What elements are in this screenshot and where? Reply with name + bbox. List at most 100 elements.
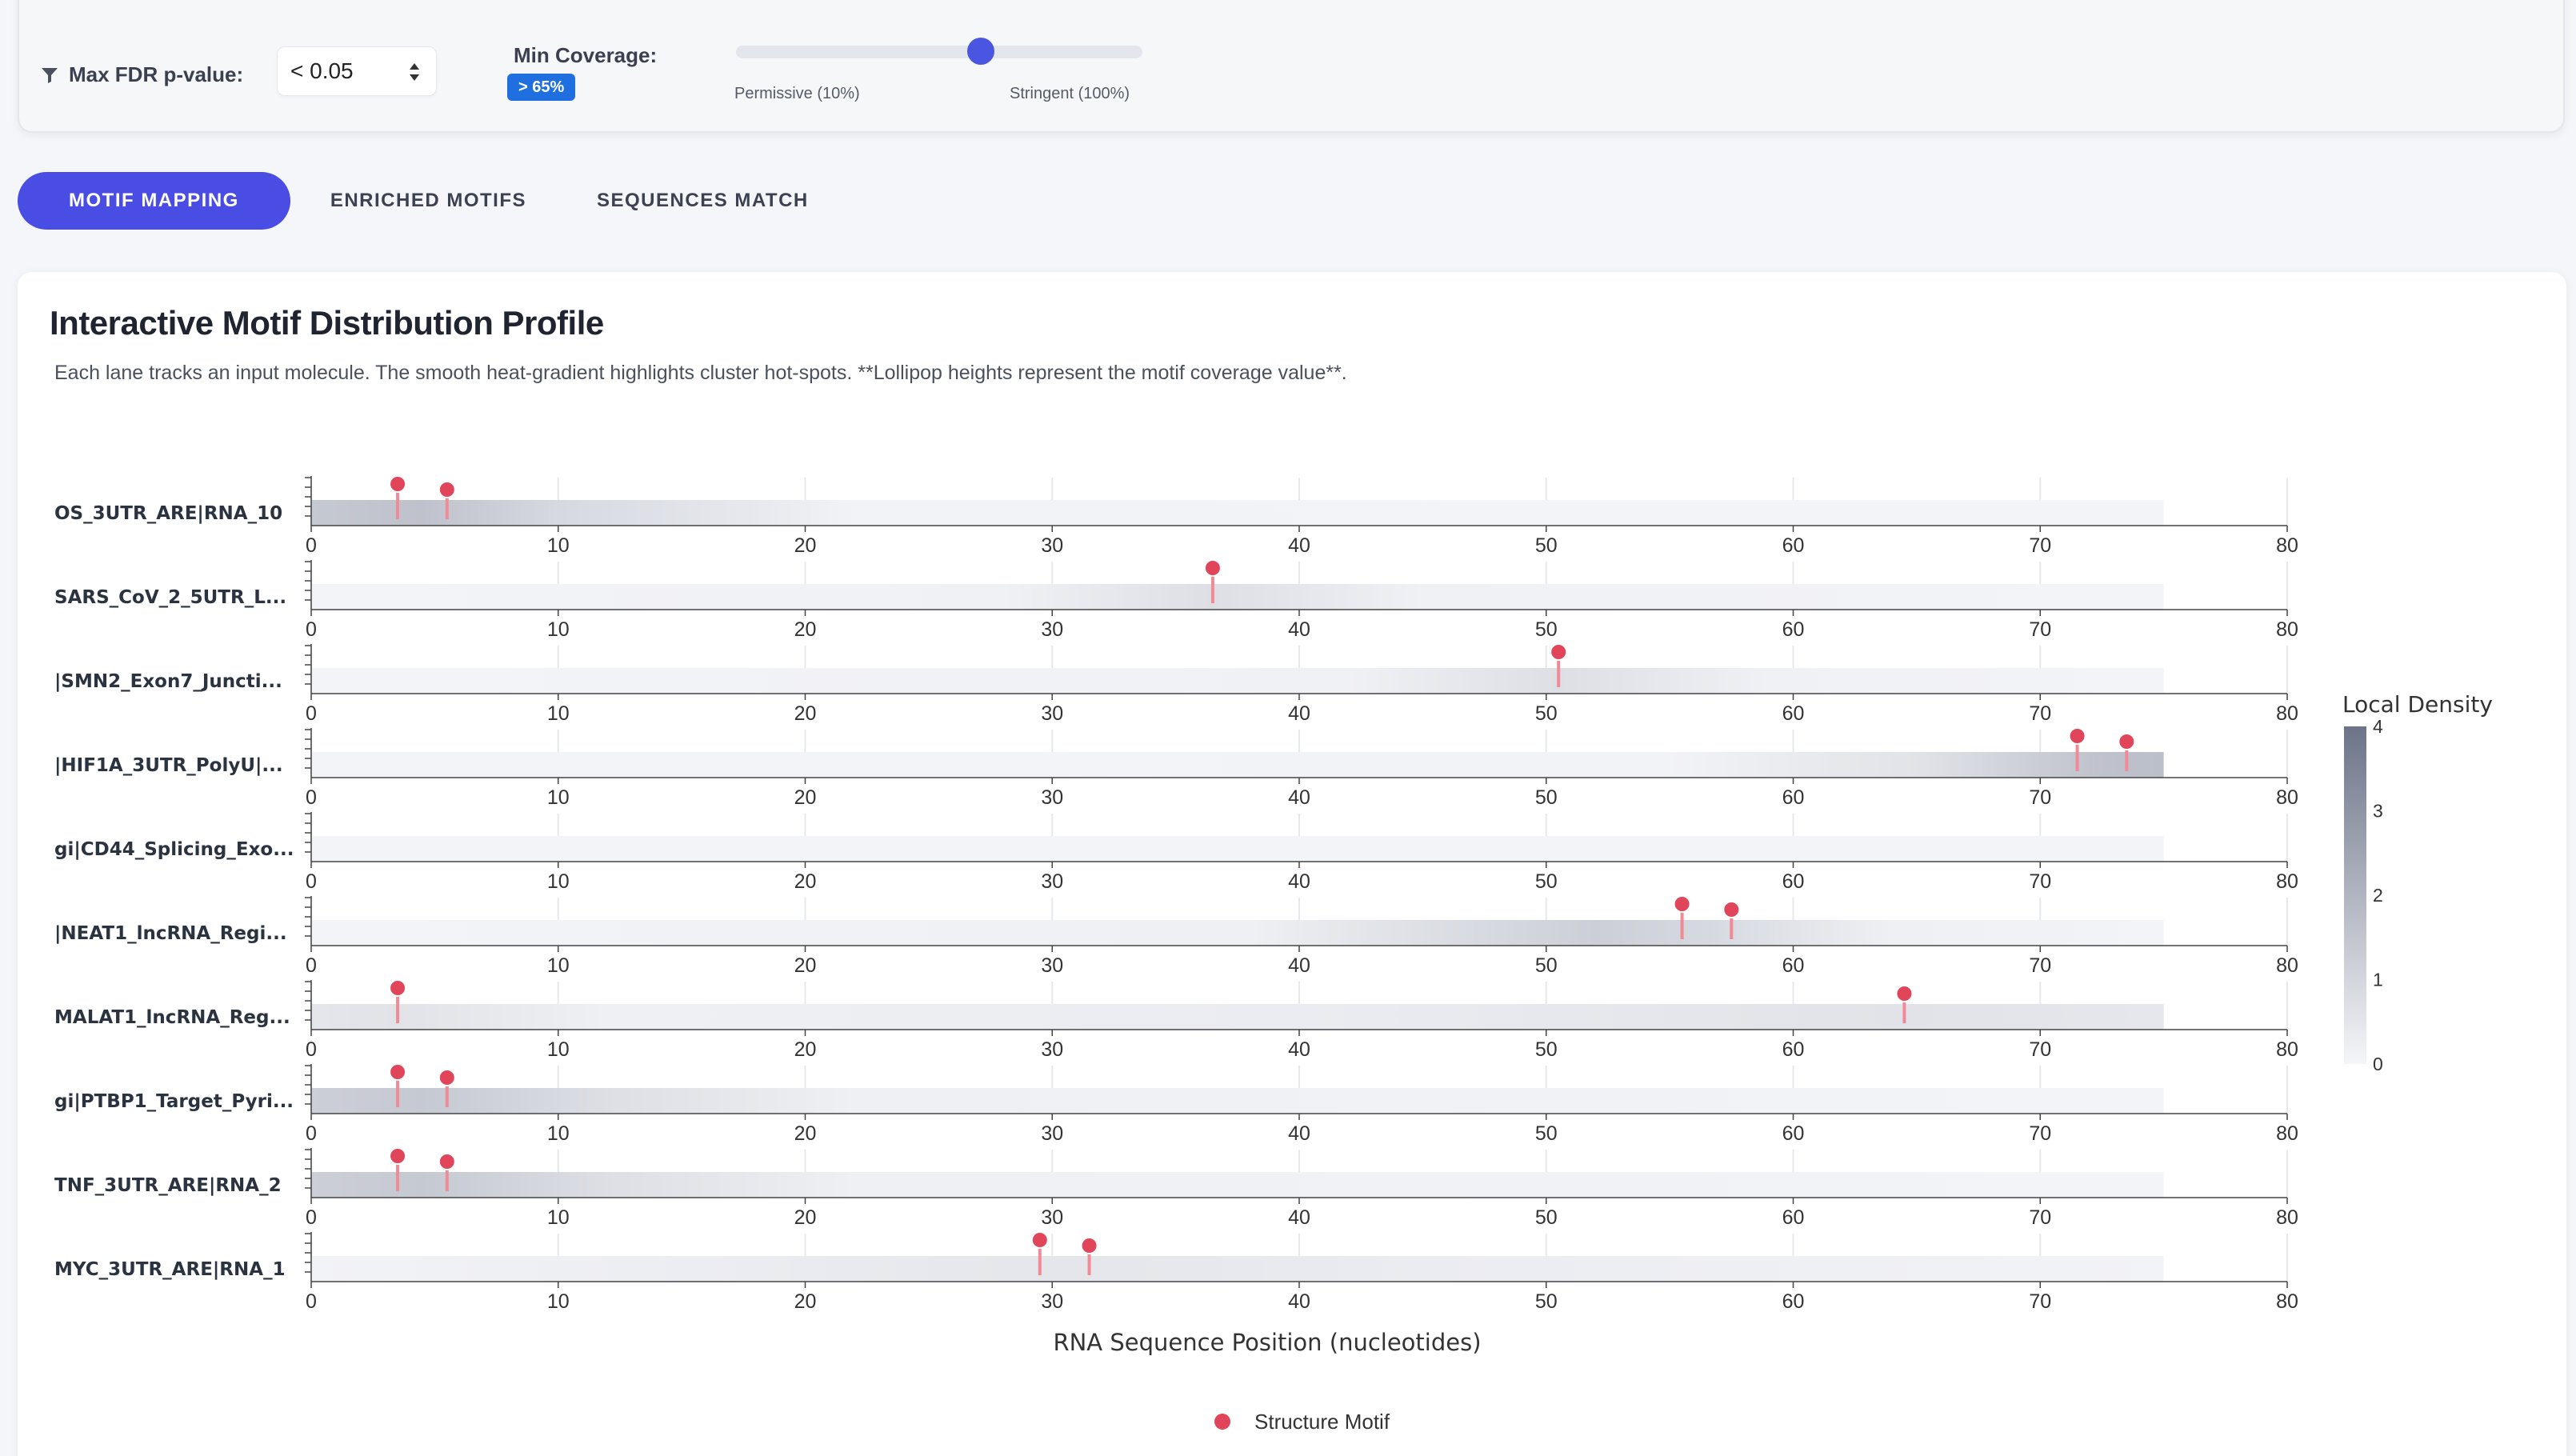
x-tick-label: 10	[547, 1290, 570, 1313]
x-tick-label: 10	[547, 954, 570, 977]
coverage-badge: > 65%	[507, 74, 576, 101]
x-tick-label: 30	[1041, 1206, 1063, 1229]
lane: 0 10 20 30 40 50 60 70 80 MYC_3UTR_ARE|RNA_1	[54, 1231, 2298, 1313]
x-tick-label: 10	[547, 702, 570, 725]
colorbar-tick-label: 0	[2373, 1054, 2383, 1074]
x-tick-label: 40	[1288, 618, 1310, 641]
x-tick-label: 70	[2029, 1122, 2051, 1145]
x-tick-label: 70	[2029, 618, 2051, 641]
motif-marker	[389, 475, 407, 493]
slider-max-label: Stringent (100%)	[1010, 85, 1130, 102]
x-tick-label: 20	[794, 786, 817, 809]
x-tick-label: 30	[1041, 702, 1063, 725]
x-tick-label: 70	[2029, 1038, 2051, 1061]
motif-marker	[1895, 985, 1914, 1002]
density-band	[311, 668, 2164, 694]
x-tick-label: 20	[794, 1290, 817, 1313]
x-tick-label: 70	[2029, 534, 2051, 557]
x-tick-label: 0	[306, 1038, 317, 1061]
lane-label: gi|PTBP1_Target_Pyri...	[54, 1091, 294, 1112]
x-tick-label: 10	[547, 870, 570, 893]
x-tick-label: 40	[1288, 1038, 1310, 1061]
x-tick-label: 70	[2029, 702, 2051, 725]
x-axis-title: RNA Sequence Position (nucleotides)	[1053, 1329, 1481, 1356]
x-tick-label: 0	[306, 1290, 317, 1313]
motif-marker	[438, 1153, 456, 1170]
x-tick-label: 40	[1288, 702, 1310, 725]
x-tick-label: 50	[1535, 954, 1558, 977]
motif-marker	[1550, 643, 1568, 661]
x-tick-label: 60	[1782, 702, 1805, 725]
x-tick-label: 50	[1535, 618, 1558, 641]
x-tick-label: 10	[547, 786, 570, 809]
x-tick-label: 40	[1288, 1206, 1310, 1229]
x-tick-label: 40	[1288, 534, 1310, 557]
x-tick-label: 50	[1535, 702, 1558, 725]
colorbar-tick-label: 2	[2373, 885, 2383, 906]
motif-marker	[1030, 1231, 1049, 1249]
colorbar-tick-label: 3	[2373, 801, 2383, 822]
colorbar-tick-label: 1	[2373, 970, 2383, 990]
x-tick-label: 60	[1782, 1206, 1805, 1229]
density-band	[311, 584, 2164, 610]
x-tick-label: 30	[1041, 954, 1063, 977]
x-tick-label: 20	[794, 1038, 817, 1061]
legend-label: Structure Motif	[1254, 1410, 1390, 1434]
x-tick-label: 0	[306, 870, 317, 893]
motif-marker	[2118, 733, 2136, 750]
motif-marker	[389, 979, 407, 997]
x-tick-label: 40	[1288, 1290, 1310, 1313]
x-tick-label: 80	[2276, 1206, 2298, 1229]
x-tick-label: 10	[547, 1038, 570, 1061]
x-tick-label: 80	[2276, 954, 2298, 977]
x-tick-label: 0	[306, 954, 317, 977]
coverage-label: Min Coverage:	[514, 43, 658, 67]
x-tick-label: 40	[1288, 1122, 1310, 1145]
density-band	[311, 836, 2164, 862]
x-tick-label: 50	[1535, 1122, 1558, 1145]
lane-label: MALAT1_lncRNA_Reg...	[54, 1007, 290, 1028]
x-tick-label: 20	[794, 1206, 817, 1229]
x-tick-label: 80	[2276, 1290, 2298, 1313]
x-tick-label: 30	[1041, 1122, 1063, 1145]
x-tick-label: 70	[2029, 1290, 2051, 1313]
x-tick-label: 0	[306, 618, 317, 641]
x-tick-label: 0	[306, 1122, 317, 1145]
slider-min-label: Permissive (10%)	[734, 85, 860, 102]
x-tick-label: 60	[1782, 870, 1805, 893]
x-tick-label: 80	[2276, 870, 2298, 893]
coverage-slider-track[interactable]	[736, 46, 1142, 58]
fdr-label: Max FDR p-value:	[69, 62, 244, 86]
x-tick-label: 0	[306, 534, 317, 557]
density-band	[311, 500, 2164, 526]
colorbar-title: Local Density	[2342, 691, 2493, 718]
x-tick-label: 70	[2029, 786, 2051, 809]
x-tick-label: 10	[547, 1206, 570, 1229]
x-tick-label: 60	[1782, 1122, 1805, 1145]
x-tick-label: 10	[547, 618, 570, 641]
lane: 0 10 20 30 40 50 60 70 80 |SMN2_Exon7_Juncti...	[54, 643, 2298, 725]
lane: 0 10 20 30 40 50 60 70 80 gi|CD44_Splicing_Exo...	[54, 812, 2298, 893]
lane-label: |NEAT1_lncRNA_Regi...	[54, 923, 287, 944]
x-tick-label: 60	[1782, 1038, 1805, 1061]
motif-marker	[389, 1147, 407, 1165]
x-tick-label: 50	[1535, 534, 1558, 557]
coverage-slider-thumb[interactable]	[967, 38, 994, 65]
density-band	[311, 1088, 2164, 1114]
lane-label: gi|CD44_Splicing_Exo...	[54, 839, 294, 860]
lane-label: OS_3UTR_ARE|RNA_10	[54, 503, 282, 524]
tab-motif-mapping[interactable]: MOTIF MAPPING	[18, 172, 290, 230]
lane-label: TNF_3UTR_ARE|RNA_2	[54, 1175, 282, 1196]
fdr-select-value: < 0.05	[290, 58, 354, 83]
tab-enriched-motifs[interactable]: ENRICHED MOTIFS	[330, 190, 526, 211]
x-tick-label: 60	[1782, 786, 1805, 809]
tab-sequences-match[interactable]: SEQUENCES MATCH	[597, 190, 809, 211]
colorbar	[2344, 726, 2366, 1064]
x-tick-label: 50	[1535, 1290, 1558, 1313]
card-description: Each lane tracks an input molecule. The …	[54, 362, 1347, 384]
x-tick-label: 40	[1288, 954, 1310, 977]
fdr-select[interactable]: < 0.05	[277, 46, 437, 96]
x-tick-label: 80	[2276, 702, 2298, 725]
x-tick-label: 30	[1041, 870, 1063, 893]
x-tick-label: 30	[1041, 1038, 1063, 1061]
